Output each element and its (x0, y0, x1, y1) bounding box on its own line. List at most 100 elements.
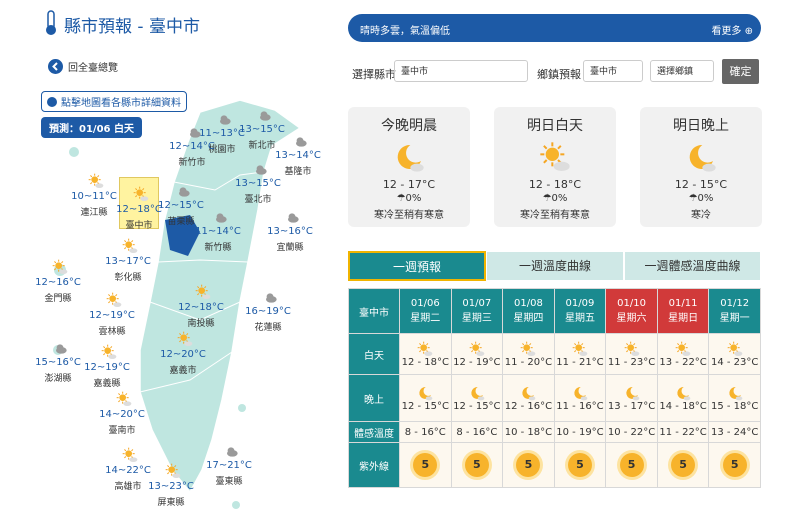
tab[interactable]: 一週預報 (348, 251, 486, 281)
confirm-button[interactable]: 確定 (722, 59, 759, 84)
weekday: 星期六 (616, 313, 647, 324)
island[interactable] (232, 501, 240, 509)
cloud (296, 137, 304, 144)
weather-icon (165, 463, 181, 478)
card-comfort: 寒冷至稍有寒意 (374, 210, 444, 221)
region-name[interactable]: 臺南市 (108, 426, 136, 436)
table-row: 白天 12 - 18°C 12 - 19°C 11 - 20°C 11 - 21°C 11… (348, 333, 761, 375)
tab[interactable]: 一週體感溫度曲線 (624, 251, 761, 281)
sun (109, 295, 116, 302)
region-name[interactable]: 臺中市 (125, 221, 153, 231)
weekday: 星期四 (513, 313, 544, 324)
region-name[interactable]: 雲林縣 (98, 327, 126, 337)
weather-icon (122, 447, 138, 462)
region-name[interactable]: 彰化縣 (114, 273, 142, 283)
table-cell: 14 - 23°C (708, 333, 761, 375)
region-name[interactable]: 金門縣 (44, 294, 72, 304)
moon (419, 386, 432, 399)
weather-icon (296, 137, 307, 147)
banner: 晴時多雲，氣溫偏低 看更多 ⊕ (348, 14, 761, 42)
county-select[interactable]: 臺中市 (394, 60, 528, 82)
region-temp: 17~21°C (206, 460, 252, 471)
region-name[interactable]: 嘉義市 (169, 366, 197, 376)
region-name[interactable]: 嘉義縣 (93, 379, 121, 389)
notice: 點擊地圖看各縣市詳細資料 (41, 91, 187, 112)
sun-ray (110, 346, 113, 349)
sun-ray (61, 261, 64, 264)
table-cell: 10 - 18°C (502, 421, 555, 443)
sun-ray (131, 449, 134, 452)
main-island[interactable] (139, 99, 302, 494)
weather-icon (572, 341, 588, 356)
sun-ray (167, 465, 170, 468)
weather-icon (122, 238, 138, 253)
weather-icon (177, 331, 193, 346)
cloud (95, 183, 104, 188)
date: 01/12 (720, 298, 750, 309)
table-cell: 5 (708, 442, 761, 488)
back-link[interactable]: 回全臺總覽 (48, 59, 118, 74)
sun-ray (118, 400, 121, 403)
date: 01/06 (410, 298, 440, 309)
sun (730, 343, 737, 351)
region-name[interactable]: 花蓮縣 (254, 323, 282, 333)
table-cell: 15 - 18°C (708, 374, 761, 422)
cell-temp: 12 - 18°C (401, 356, 449, 368)
island[interactable] (69, 147, 79, 157)
sun-ray (522, 342, 525, 345)
island[interactable] (238, 404, 246, 412)
info-icon (47, 96, 57, 107)
region-name[interactable]: 基隆市 (284, 167, 312, 177)
uv-badge: 5 (722, 453, 747, 477)
town-county-value: 臺中市 (590, 67, 618, 77)
sun-ray (204, 286, 207, 289)
cell-temp: 14 - 18°C (659, 400, 707, 412)
sun-ray (174, 465, 177, 468)
sun-ray (179, 340, 182, 343)
table-cell: 8 - 16°C (450, 421, 504, 443)
table-cell: 5 (656, 442, 710, 488)
cell-temp: 15 - 18°C (710, 400, 759, 412)
sun (575, 343, 582, 351)
cloud (288, 213, 296, 220)
cell-temp: 10 - 18°C (504, 426, 553, 438)
cloud (632, 395, 639, 400)
sun-ray (522, 349, 525, 352)
region-temp: 13~15°C (235, 178, 281, 189)
region-name[interactable]: 澎湖縣 (44, 374, 72, 384)
table-cell: 11 - 21°C (553, 333, 607, 375)
card-temp: 12 - 18°C (528, 178, 582, 191)
sun-ray (125, 393, 128, 396)
region-name[interactable]: 新竹縣 (204, 243, 232, 253)
town-county-select[interactable]: 臺中市 (583, 60, 643, 82)
date: 01/07 (462, 298, 492, 309)
region-name[interactable]: 臺北市 (244, 195, 272, 205)
row-label: 白天 (348, 333, 400, 375)
region-name[interactable]: 宜蘭縣 (276, 243, 304, 253)
more-link[interactable]: 看更多 ⊕ (711, 26, 753, 37)
region-name[interactable]: 南投縣 (187, 319, 215, 329)
sun-ray (167, 472, 170, 475)
cell-temp: 10 - 19°C (556, 426, 604, 438)
row-label: 晚上 (348, 374, 400, 422)
region-temp: 16~19°C (245, 306, 291, 317)
region-name[interactable]: 新北市 (248, 141, 276, 151)
cloud (735, 395, 743, 400)
town-select[interactable]: 選擇鄉鎮 (650, 60, 714, 82)
region-name[interactable]: 高雄市 (114, 482, 142, 492)
weather-icon (256, 165, 267, 175)
region-name[interactable]: 苗栗縣 (167, 217, 195, 227)
cloud (220, 115, 228, 122)
region-name[interactable]: 屏東縣 (157, 498, 185, 508)
region-name[interactable]: 連江縣 (80, 208, 108, 218)
region-name[interactable]: 新竹市 (178, 158, 206, 168)
cloud (140, 196, 149, 201)
taichung-region[interactable] (165, 215, 200, 256)
region-name[interactable]: 桃園市 (208, 145, 236, 155)
cell-temp: 11 - 21°C (556, 356, 604, 368)
weather-icon (190, 128, 201, 138)
tab[interactable]: 一週溫度曲線 (486, 251, 624, 281)
forecast-card: 明日白天 12 - 18°C ☂0% 寒冷至稍有寒意 (494, 107, 616, 227)
region-name[interactable]: 臺東縣 (215, 477, 243, 487)
sun (523, 343, 531, 351)
